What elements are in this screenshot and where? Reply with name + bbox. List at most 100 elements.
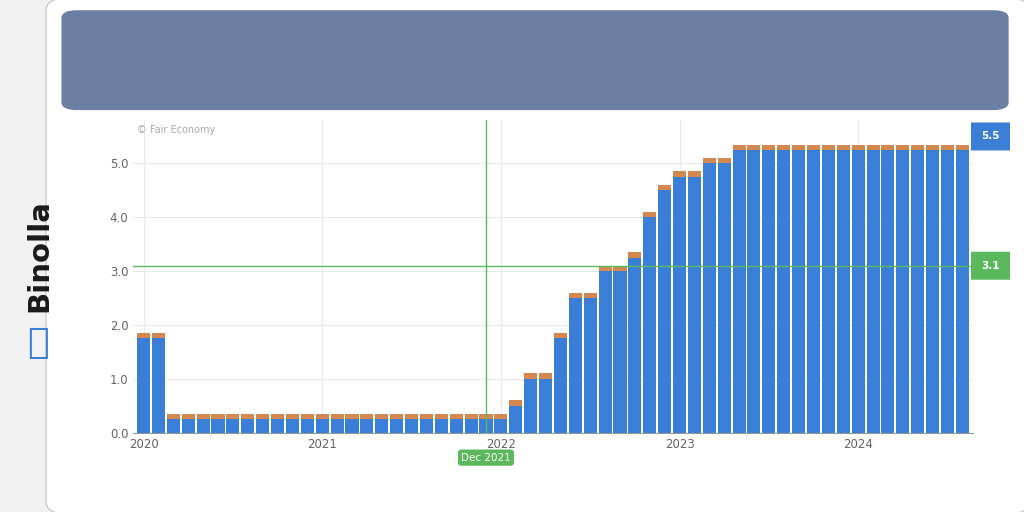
Bar (465, 419, 477, 433)
Bar (718, 158, 731, 163)
Bar (702, 158, 716, 163)
Bar (629, 258, 641, 433)
Bar (539, 373, 552, 379)
Bar (629, 252, 641, 258)
Bar (197, 414, 210, 419)
Bar (941, 150, 954, 433)
Bar (584, 298, 597, 433)
Bar (568, 298, 582, 433)
Bar (598, 271, 611, 433)
Bar (702, 163, 716, 433)
Bar (613, 266, 627, 271)
Bar (242, 419, 254, 433)
Bar (226, 419, 240, 433)
Bar (271, 419, 284, 433)
Bar (390, 414, 403, 419)
Bar (479, 419, 493, 433)
Bar (345, 414, 358, 419)
Bar (181, 419, 195, 433)
Bar (568, 293, 582, 298)
Bar (315, 414, 329, 419)
Bar (896, 144, 909, 150)
Bar (524, 379, 538, 433)
Bar (822, 144, 835, 150)
Bar (271, 414, 284, 419)
Bar (315, 419, 329, 433)
Bar (777, 150, 791, 433)
Bar (331, 414, 344, 419)
Bar (167, 419, 180, 433)
Bar (866, 144, 880, 150)
Bar (331, 419, 344, 433)
Text: Dec 2021: Dec 2021 (461, 453, 511, 463)
Bar (197, 419, 210, 433)
Bar (211, 419, 224, 433)
Bar (762, 150, 775, 433)
Bar (256, 414, 269, 419)
Bar (375, 419, 388, 433)
Bar (911, 150, 925, 433)
Bar (807, 150, 820, 433)
Bar (688, 172, 701, 177)
Bar (450, 414, 463, 419)
Bar (450, 419, 463, 433)
Bar (554, 338, 567, 433)
Text: ⓜ: ⓜ (27, 326, 49, 360)
Bar (479, 414, 493, 419)
Bar (375, 414, 388, 419)
Bar (822, 150, 835, 433)
Bar (732, 150, 745, 433)
FancyBboxPatch shape (61, 10, 1009, 110)
Bar (718, 163, 731, 433)
Bar (390, 419, 403, 433)
Bar (777, 144, 791, 150)
Bar (211, 414, 224, 419)
Bar (152, 333, 165, 338)
Bar (286, 414, 299, 419)
Bar (495, 419, 508, 433)
Bar (732, 144, 745, 150)
Bar (435, 419, 447, 433)
Bar (792, 150, 805, 433)
Bar (643, 212, 656, 217)
Bar (420, 419, 433, 433)
Bar (77, 72, 993, 102)
Bar (256, 419, 269, 433)
Bar (301, 419, 314, 433)
Bar (882, 144, 895, 150)
Bar (404, 414, 418, 419)
Bar (941, 144, 954, 150)
Bar (360, 419, 374, 433)
Bar (926, 144, 939, 150)
Bar (882, 150, 895, 433)
Bar (598, 266, 611, 271)
Bar (837, 150, 850, 433)
Bar (539, 379, 552, 433)
Bar (301, 414, 314, 419)
Bar (955, 144, 969, 150)
Bar (435, 414, 447, 419)
Bar (792, 144, 805, 150)
Bar (748, 144, 761, 150)
Bar (524, 373, 538, 379)
Text: © Fair Economy: © Fair Economy (137, 125, 216, 135)
Bar (167, 414, 180, 419)
FancyBboxPatch shape (46, 0, 1024, 512)
Bar (509, 406, 522, 433)
Bar (911, 144, 925, 150)
Bar (286, 419, 299, 433)
Bar (837, 144, 850, 150)
Bar (554, 333, 567, 338)
FancyBboxPatch shape (969, 122, 1012, 151)
Bar (852, 144, 864, 150)
Bar (852, 150, 864, 433)
Bar (137, 338, 151, 433)
Bar (643, 217, 656, 433)
Bar (926, 150, 939, 433)
Bar (613, 271, 627, 433)
Bar (688, 177, 701, 433)
Text: Binolla: Binolla (25, 200, 53, 312)
Bar (242, 414, 254, 419)
Bar (866, 150, 880, 433)
Bar (658, 190, 671, 433)
